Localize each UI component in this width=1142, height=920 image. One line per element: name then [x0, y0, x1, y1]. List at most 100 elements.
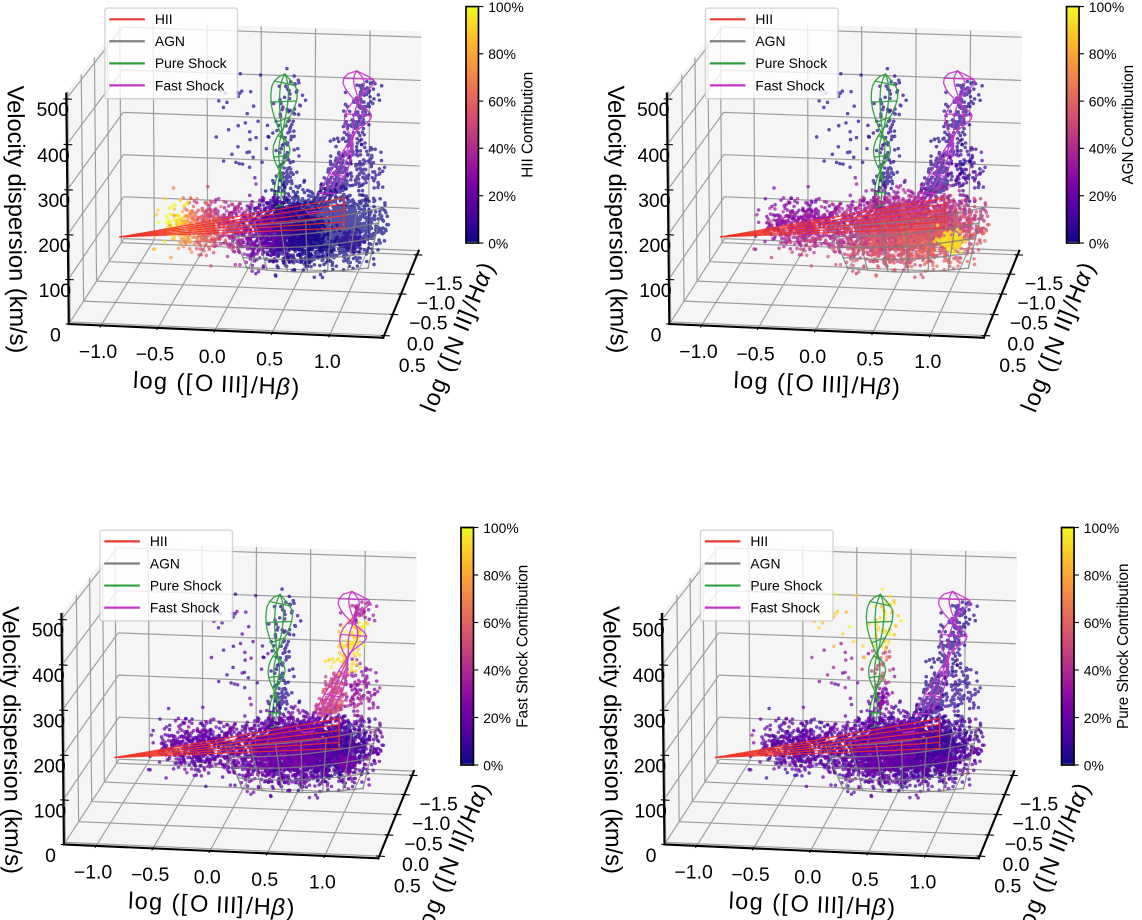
- svg-text:100%: 100%: [1089, 0, 1125, 15]
- svg-text:−0.5: −0.5: [136, 343, 174, 365]
- svg-text:0: 0: [45, 845, 56, 867]
- svg-text:Pure Shock: Pure Shock: [755, 55, 827, 71]
- svg-text:Velocity dispersion (km/s): Velocity dispersion (km/s): [0, 606, 25, 874]
- svg-text:200: 200: [634, 756, 667, 778]
- svg-text:300: 300: [638, 190, 671, 212]
- svg-text:AGN: AGN: [155, 33, 185, 49]
- svg-text:log([NII]/H)α: log([NII]/H)α: [1017, 259, 1101, 416]
- svg-text:20%: 20%: [488, 188, 516, 204]
- svg-text:0.0: 0.0: [1002, 854, 1029, 876]
- svg-text:400: 400: [37, 145, 70, 167]
- svg-text:400: 400: [633, 665, 666, 687]
- svg-text:100: 100: [34, 800, 67, 822]
- svg-text:0: 0: [651, 325, 662, 347]
- svg-text:60%: 60%: [488, 93, 516, 109]
- svg-text:HII: HII: [155, 11, 173, 27]
- svg-text:0.5: 0.5: [399, 355, 426, 377]
- svg-text:500: 500: [37, 99, 70, 121]
- svg-text:60%: 60%: [1089, 93, 1117, 109]
- svg-text:0%: 0%: [1089, 235, 1109, 251]
- svg-text:1.0: 1.0: [314, 351, 341, 373]
- svg-text:Fast Shock: Fast Shock: [755, 77, 824, 93]
- svg-text:0.5: 0.5: [251, 869, 278, 891]
- svg-text:40%: 40%: [488, 141, 516, 157]
- svg-text:0.0: 0.0: [794, 866, 821, 888]
- svg-text:1.0: 1.0: [909, 872, 936, 894]
- svg-text:200: 200: [33, 756, 66, 778]
- svg-text:Pure Shock: Pure Shock: [155, 55, 227, 71]
- svg-text:Fast Shock Contribution: Fast Shock Contribution: [515, 565, 532, 728]
- svg-text:0: 0: [50, 325, 61, 347]
- svg-text:HII: HII: [750, 533, 768, 549]
- svg-text:−0.5: −0.5: [731, 864, 769, 886]
- svg-text:40%: 40%: [1084, 662, 1112, 678]
- svg-text:40%: 40%: [1089, 141, 1117, 157]
- svg-text:200: 200: [38, 235, 71, 257]
- svg-text:−1.0: −1.0: [74, 861, 113, 883]
- svg-text:AGN: AGN: [755, 33, 785, 49]
- svg-text:−1.0: −1.0: [417, 293, 456, 315]
- svg-text:−1.0: −1.0: [1012, 813, 1051, 835]
- svg-text:20%: 20%: [1089, 188, 1117, 204]
- svg-text:80%: 80%: [488, 46, 516, 62]
- svg-text:20%: 20%: [483, 710, 511, 726]
- svg-text:0%: 0%: [488, 235, 508, 251]
- svg-text:Pure Shock: Pure Shock: [750, 577, 822, 593]
- svg-text:80%: 80%: [483, 567, 511, 583]
- svg-text:0.0: 0.0: [407, 334, 434, 356]
- svg-text:HII: HII: [755, 11, 773, 27]
- svg-text:AGN: AGN: [150, 555, 180, 571]
- svg-text:0: 0: [646, 845, 657, 867]
- svg-text:Pure Shock Contribution: Pure Shock Contribution: [1115, 564, 1132, 729]
- svg-text:Fast Shock: Fast Shock: [155, 77, 224, 93]
- svg-text:−1.0: −1.0: [412, 813, 451, 835]
- svg-text:80%: 80%: [1089, 46, 1117, 62]
- svg-text:−0.5: −0.5: [404, 833, 442, 855]
- svg-text:20%: 20%: [1084, 710, 1112, 726]
- svg-text:0.0: 0.0: [402, 854, 429, 876]
- svg-text:40%: 40%: [483, 662, 511, 678]
- svg-text:−0.5: −0.5: [1010, 313, 1048, 335]
- svg-text:500: 500: [637, 99, 670, 121]
- svg-text:100%: 100%: [483, 520, 519, 536]
- svg-text:0%: 0%: [1084, 757, 1104, 773]
- svg-text:HII: HII: [150, 533, 168, 549]
- svg-text:0.5: 0.5: [256, 349, 283, 371]
- svg-text:0.5: 0.5: [999, 355, 1026, 377]
- svg-text:−0.5: −0.5: [1005, 833, 1043, 855]
- svg-text:Fast Shock: Fast Shock: [150, 600, 219, 616]
- svg-text:400: 400: [638, 145, 671, 167]
- svg-text:0.5: 0.5: [852, 869, 879, 891]
- svg-text:0.0: 0.0: [199, 346, 226, 368]
- svg-text:0.0: 0.0: [1007, 334, 1034, 356]
- svg-text:80%: 80%: [1084, 567, 1112, 583]
- svg-text:300: 300: [38, 190, 71, 212]
- svg-text:100%: 100%: [1084, 520, 1120, 536]
- svg-text:1.0: 1.0: [914, 351, 941, 373]
- svg-text:500: 500: [632, 620, 665, 642]
- svg-text:−1.0: −1.0: [79, 341, 118, 363]
- svg-text:0.5: 0.5: [994, 875, 1021, 897]
- svg-text:Velocity dispersion (km/s): Velocity dispersion (km/s): [602, 86, 631, 354]
- svg-text:0%: 0%: [483, 757, 503, 773]
- svg-text:Fast Shock: Fast Shock: [750, 600, 819, 616]
- svg-text:−1.5: −1.5: [1025, 273, 1063, 295]
- svg-text:300: 300: [33, 711, 66, 733]
- svg-text:0.0: 0.0: [799, 346, 826, 368]
- svg-text:−1.0: −1.0: [674, 861, 713, 883]
- svg-text:100: 100: [634, 800, 667, 822]
- svg-text:500: 500: [32, 620, 65, 642]
- svg-text:log([NII]/H)α: log([NII]/H)α: [416, 259, 500, 416]
- svg-text:Pure Shock: Pure Shock: [150, 577, 222, 593]
- svg-text:0.0: 0.0: [194, 866, 221, 888]
- svg-text:Velocity dispersion (km/s): Velocity dispersion (km/s): [597, 606, 626, 874]
- svg-text:−1.5: −1.5: [424, 273, 462, 295]
- svg-text:0.5: 0.5: [394, 875, 421, 897]
- svg-text:−1.5: −1.5: [1020, 794, 1058, 816]
- svg-text:−1.0: −1.0: [679, 341, 718, 363]
- svg-text:−0.5: −0.5: [409, 313, 447, 335]
- svg-text:HII Contribution: HII Contribution: [520, 72, 537, 178]
